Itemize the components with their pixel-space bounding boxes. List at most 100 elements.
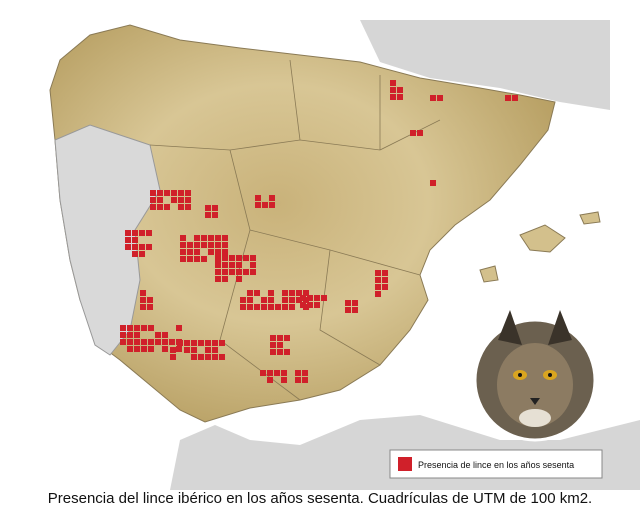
presence-square	[296, 297, 302, 303]
presence-square	[222, 255, 228, 261]
presence-square	[219, 354, 225, 360]
presence-square	[222, 235, 228, 241]
presence-square	[300, 295, 306, 301]
presence-square	[194, 235, 200, 241]
presence-square	[139, 251, 145, 257]
presence-square	[250, 269, 256, 275]
presence-square	[184, 340, 190, 346]
presence-square	[240, 304, 246, 310]
presence-square	[201, 242, 207, 248]
presence-square	[205, 340, 211, 346]
presence-square	[212, 212, 218, 218]
presence-square	[261, 304, 267, 310]
presence-square	[147, 304, 153, 310]
presence-square	[150, 197, 156, 203]
presence-square	[132, 251, 138, 257]
presence-square	[269, 202, 275, 208]
presence-square	[176, 325, 182, 331]
presence-square	[430, 180, 436, 186]
presence-square	[345, 300, 351, 306]
presence-square	[215, 262, 221, 268]
presence-square	[180, 249, 186, 255]
presence-square	[289, 297, 295, 303]
presence-square	[314, 302, 320, 308]
presence-square	[180, 242, 186, 248]
presence-square	[215, 242, 221, 248]
presence-square	[274, 370, 280, 376]
presence-square	[198, 340, 204, 346]
presence-square	[212, 354, 218, 360]
france	[360, 20, 610, 110]
presence-square	[390, 94, 396, 100]
presence-square	[375, 277, 381, 283]
presence-square	[296, 290, 302, 296]
presence-square	[390, 80, 396, 86]
presence-square	[176, 346, 182, 352]
presence-square	[198, 354, 204, 360]
presence-square	[148, 325, 154, 331]
presence-square	[201, 235, 207, 241]
presence-square	[222, 262, 228, 268]
presence-square	[191, 340, 197, 346]
presence-square	[261, 297, 267, 303]
presence-square	[187, 242, 193, 248]
legend-label: Presencia de lince en los años sesenta	[418, 460, 574, 470]
presence-square	[132, 244, 138, 250]
presence-square	[208, 249, 214, 255]
presence-square	[277, 335, 283, 341]
presence-square	[170, 354, 176, 360]
presence-square	[397, 94, 403, 100]
presence-square	[180, 256, 186, 262]
presence-square	[512, 95, 518, 101]
presence-square	[194, 249, 200, 255]
presence-square	[281, 370, 287, 376]
presence-square	[178, 204, 184, 210]
presence-square	[185, 197, 191, 203]
presence-square	[268, 304, 274, 310]
presence-square	[177, 340, 183, 346]
presence-square	[141, 325, 147, 331]
presence-square	[185, 204, 191, 210]
presence-square	[267, 377, 273, 383]
legend-swatch	[398, 457, 412, 471]
presence-square	[314, 295, 320, 301]
presence-square	[132, 230, 138, 236]
presence-square	[302, 370, 308, 376]
lynx-presence	[120, 80, 518, 383]
presence-square	[295, 370, 301, 376]
presence-square	[127, 332, 133, 338]
presence-square	[437, 95, 443, 101]
presence-square	[194, 242, 200, 248]
presence-square	[212, 205, 218, 211]
presence-square	[125, 237, 131, 243]
presence-square	[302, 377, 308, 383]
presence-square	[140, 290, 146, 296]
presence-square	[410, 130, 416, 136]
presence-square	[277, 349, 283, 355]
presence-square	[139, 230, 145, 236]
presence-square	[187, 256, 193, 262]
legend-box	[389, 449, 603, 479]
presence-square	[229, 269, 235, 275]
presence-square	[148, 339, 154, 345]
presence-square	[178, 190, 184, 196]
presence-square	[127, 346, 133, 352]
presence-square	[390, 87, 396, 93]
presence-square	[147, 297, 153, 303]
presence-square	[150, 204, 156, 210]
presence-square	[215, 249, 221, 255]
presence-square	[164, 204, 170, 210]
presence-square	[169, 339, 175, 345]
presence-square	[205, 354, 211, 360]
presence-square	[250, 255, 256, 261]
presence-square	[295, 377, 301, 383]
presence-square	[146, 230, 152, 236]
presence-square	[345, 307, 351, 313]
presence-square	[127, 325, 133, 331]
presence-square	[300, 302, 306, 308]
presence-square	[139, 244, 145, 250]
presence-square	[185, 190, 191, 196]
presence-square	[282, 304, 288, 310]
presence-square	[307, 295, 313, 301]
presence-square	[205, 212, 211, 218]
